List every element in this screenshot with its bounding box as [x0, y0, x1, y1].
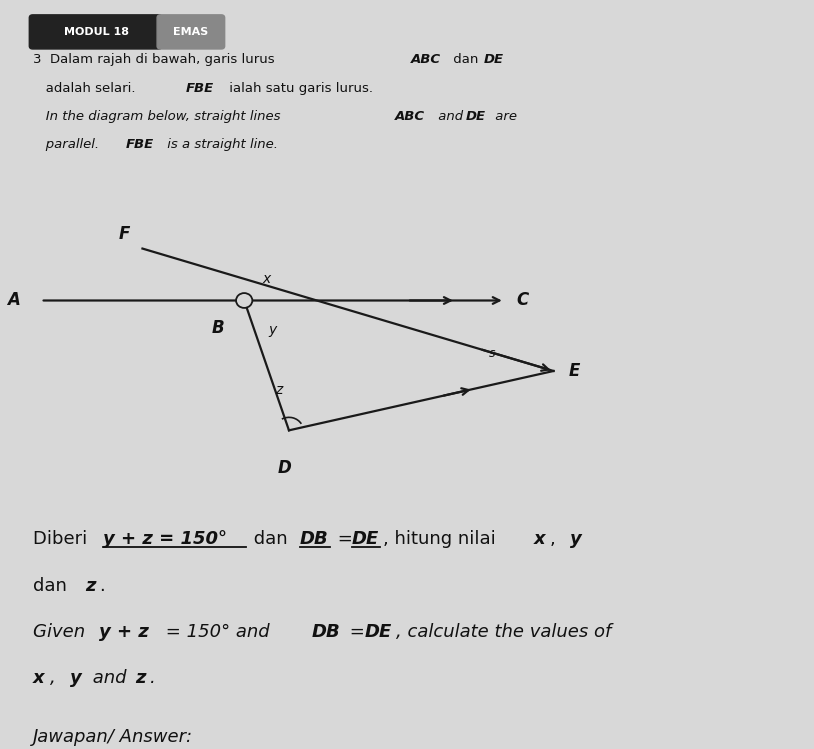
Text: ialah satu garis lurus.: ialah satu garis lurus. [225, 82, 373, 94]
Text: DB: DB [300, 530, 328, 548]
Text: , hitung nilai: , hitung nilai [383, 530, 501, 548]
Text: .: . [99, 577, 105, 595]
Text: B: B [211, 319, 224, 337]
Text: dan: dan [248, 530, 294, 548]
Text: x: x [534, 530, 545, 548]
Text: x: x [262, 272, 270, 285]
Text: z: z [85, 577, 96, 595]
Text: parallel.: parallel. [33, 138, 103, 151]
Text: F: F [119, 225, 130, 243]
Text: and: and [87, 669, 133, 687]
Text: y: y [570, 530, 581, 548]
Text: y + z: y + z [99, 622, 149, 640]
Text: A: A [7, 291, 20, 309]
Text: y: y [269, 323, 277, 337]
Text: Diberi: Diberi [33, 530, 93, 548]
Text: are: are [491, 110, 517, 123]
Text: and: and [434, 110, 467, 123]
Text: DB: DB [312, 622, 340, 640]
Text: DE: DE [466, 110, 486, 123]
Text: z: z [135, 669, 146, 687]
Text: C: C [517, 291, 529, 309]
Text: y + z = 150°: y + z = 150° [103, 530, 227, 548]
Text: E: E [568, 362, 580, 380]
Text: x: x [33, 669, 44, 687]
Text: z: z [275, 383, 282, 397]
Text: ABC: ABC [395, 110, 425, 123]
Text: Given: Given [33, 622, 90, 640]
FancyBboxPatch shape [157, 15, 225, 49]
FancyBboxPatch shape [29, 15, 162, 49]
Text: D: D [278, 458, 291, 476]
Text: In the diagram below, straight lines: In the diagram below, straight lines [33, 110, 284, 123]
Text: =: = [332, 530, 359, 548]
Text: FBE: FBE [126, 138, 155, 151]
Text: adalah selari.: adalah selari. [33, 82, 139, 94]
Text: = 150° and: = 150° and [160, 622, 275, 640]
Text: MODUL 18: MODUL 18 [63, 27, 129, 37]
Text: dan: dan [33, 577, 72, 595]
Text: s: s [488, 347, 495, 360]
Text: ,: , [50, 669, 62, 687]
Text: dan: dan [449, 53, 483, 67]
Text: DE: DE [365, 622, 392, 640]
Text: Jawapan/ Answer:: Jawapan/ Answer: [33, 728, 193, 746]
Text: , calculate the values of: , calculate the values of [396, 622, 612, 640]
Text: 3  Dalam rajah di bawah, garis lurus: 3 Dalam rajah di bawah, garis lurus [33, 53, 278, 67]
Text: EMAS: EMAS [173, 27, 208, 37]
Text: ,: , [550, 530, 562, 548]
Text: DE: DE [484, 53, 504, 67]
Text: ABC: ABC [411, 53, 441, 67]
Text: FBE: FBE [186, 82, 214, 94]
Text: =: = [344, 622, 370, 640]
Text: DE: DE [352, 530, 379, 548]
Text: is a straight line.: is a straight line. [163, 138, 278, 151]
Text: y: y [70, 669, 81, 687]
Text: .: . [150, 669, 155, 687]
Circle shape [236, 293, 252, 308]
